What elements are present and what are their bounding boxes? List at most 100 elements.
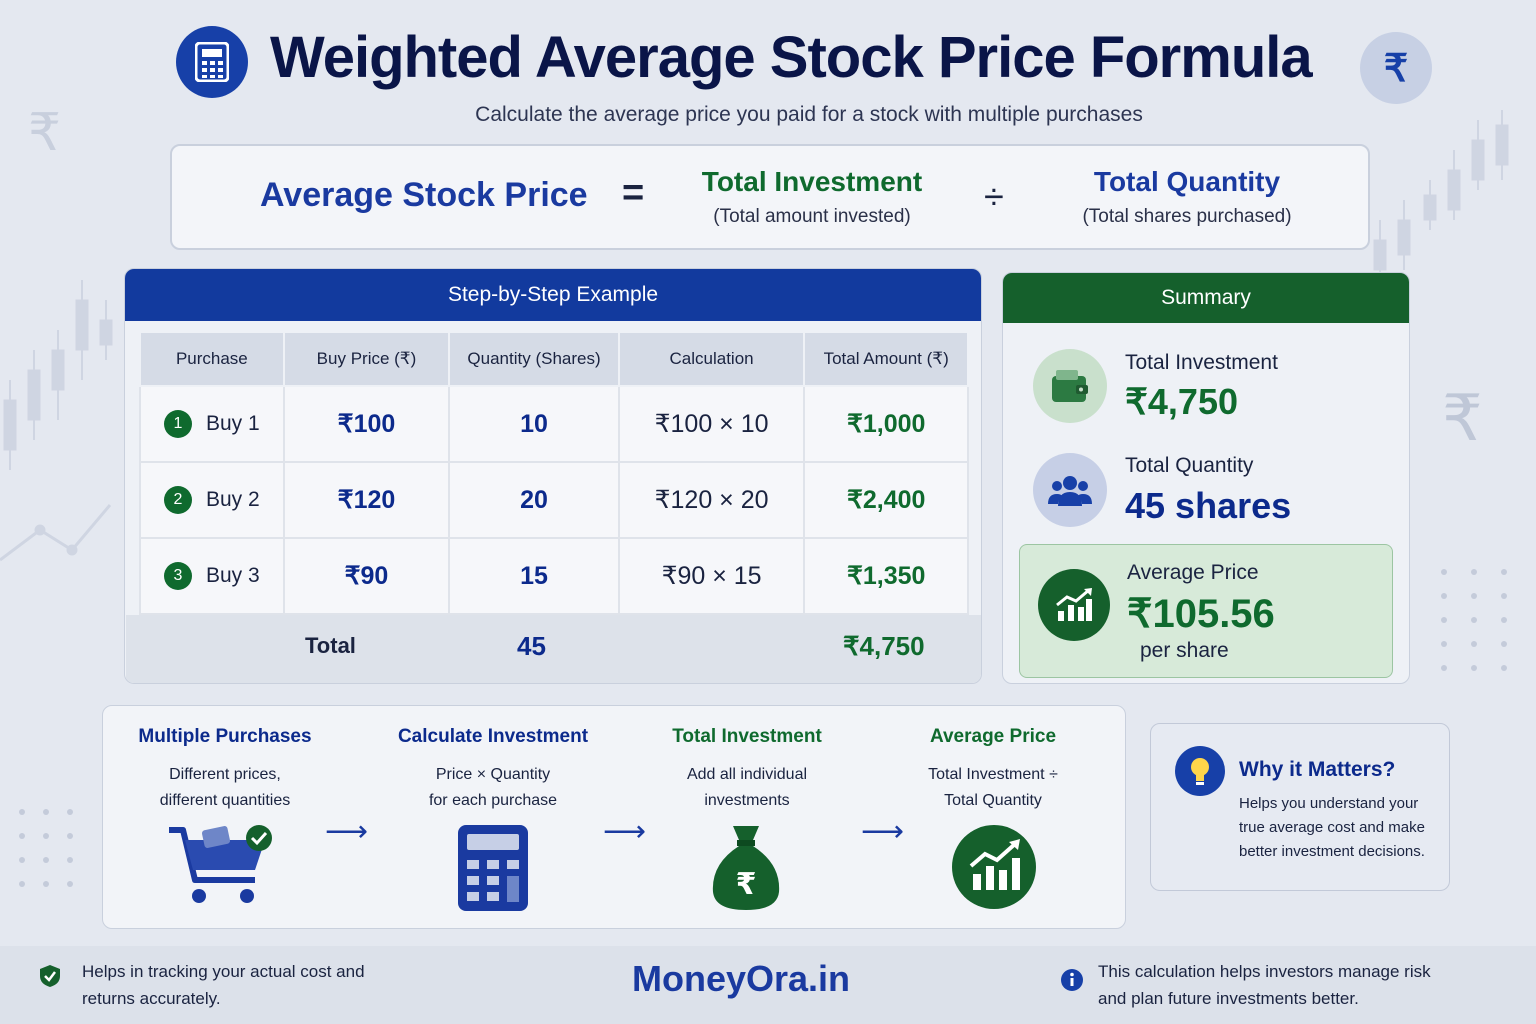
calculation-cell: ₹90 × 15 [617,537,806,615]
table-row: 1 Buy 1 ₹100 10 ₹100 × 10 ₹1,000 [139,385,969,463]
step-title: Calculate Investment [397,726,589,747]
money-bag-icon: ₹ [709,824,783,917]
price-cell: ₹120 [282,461,451,539]
numerator-title: Total Investment [701,166,923,197]
calculation-cell: ₹100 × 10 [617,385,806,463]
step-desc-line: Add all individual [686,766,808,783]
flow-step: Average Price Total Investment ÷ Total Qu… [893,726,1093,814]
growth-chart-icon [1038,569,1110,641]
investment-label: Total Investment [1125,351,1278,374]
step-desc-line: Price × Quantity [435,766,551,783]
purchase-label: Buy 1 [206,412,260,435]
column-header: Quantity (Shares) [448,331,620,387]
calculation-cell: ₹120 × 20 [617,461,806,539]
cart-icon [167,824,277,915]
step-desc-line: investments [704,792,790,809]
page-subtitle: Calculate the average price you paid for… [475,103,1143,126]
summary-card: Summary Total Investment ₹4,750 Total Qu… [1002,272,1410,684]
wallet-icon [1033,349,1107,423]
step-number-badge: 3 [164,562,192,590]
quantity-cell: 10 [448,385,620,463]
footer-left-text: Helps in tracking your actual cost and r… [82,962,365,1008]
denominator-subtitle: (Total shares purchased) [1082,206,1292,227]
quantity-value: 45 shares [1125,485,1292,526]
arrow-icon: ⟶ [603,815,647,848]
purchase-cell: 3 Buy 3 [139,537,285,615]
arrow-icon: ⟶ [325,815,369,848]
step-title: Average Price [929,726,1057,747]
step-number-badge: 2 [164,486,192,514]
step-desc-line: different quantities [159,792,291,809]
formula-denominator: Total Quantity (Total shares purchased) [1052,166,1322,228]
flow-step: Total Investment Add all individual inves… [647,726,847,814]
formula-box: Average Stock Price = Total Investment (… [170,144,1370,250]
footer: Helps in tracking your actual cost and r… [0,946,1536,1024]
quantity-cell: 20 [448,461,620,539]
footer-right-text: This calculation helps investors manage … [1098,962,1431,1008]
page-title: Weighted Average Stock Price Formula [270,25,1313,90]
total-quantity: 45 [517,631,546,661]
step-desc-line: Total Investment ÷ [928,766,1058,783]
step-description: Different prices, different quantities [125,762,325,814]
step-number-badge: 1 [164,410,192,438]
table-row: 2 Buy 2 ₹120 20 ₹120 × 20 ₹2,400 [139,461,969,539]
rupee-icon: ₹ [1360,32,1432,104]
price-cell: ₹100 [282,385,451,463]
why-it-matters-box: Why it Matters? Helps you understand you… [1150,723,1450,891]
users-icon [1033,453,1107,527]
svg-text:₹: ₹ [1442,382,1483,456]
total-label: Total [305,633,356,658]
column-header: Total Amount (₹) [803,331,969,387]
investment-value: ₹4,750 [1125,381,1238,422]
calculator-icon [176,26,248,98]
flow-step: Calculate Investment Price × Quantity for… [393,726,593,814]
example-title: Step-by-Step Example [125,269,981,321]
arrow-icon: ⟶ [861,815,905,848]
numerator-subtitle: (Total amount invested) [713,206,911,227]
purchase-label: Buy 3 [206,564,260,587]
column-header: Buy Price (₹) [282,331,451,387]
info-icon [1061,969,1083,991]
purchase-cell: 1 Buy 1 [139,385,285,463]
growth-chart-icon [951,824,1037,915]
column-header: Purchase [139,331,285,387]
step-title: Multiple Purchases [138,726,312,747]
average-price-value: ₹105.56 [1127,592,1275,636]
denominator-title: Total Quantity [1093,166,1281,197]
purchase-cell: 2 Buy 2 [139,461,285,539]
example-table: Purchase Buy Price (₹) Quantity (Shares)… [139,331,969,615]
average-price-label: Average Price [1127,561,1259,584]
step-description: Add all individual investments [647,762,847,814]
amount-cell: ₹1,350 [803,537,969,615]
total-amount: ₹4,750 [843,631,925,661]
flow-step: Multiple Purchases Different prices, diff… [125,726,325,814]
process-flow: Multiple Purchases Different prices, diff… [102,705,1126,929]
step-desc-line: for each purchase [428,792,558,809]
why-text: Helps you understand your true average c… [1239,795,1425,860]
step-desc-line: Different prices, [169,766,281,783]
example-card: Step-by-Step Example Purchase Buy Price … [124,268,982,684]
amount-cell: ₹2,400 [803,461,969,539]
step-desc-line: Total Quantity [944,792,1042,809]
shield-check-icon [40,965,60,987]
average-price-box: Average Price ₹105.56 per share [1019,544,1393,678]
column-header: Calculation [617,331,806,387]
total-row [126,615,981,683]
formula-lhs: Average Stock Price [260,176,588,214]
brand-name: MoneyOra.in [632,958,851,999]
formula-divide: ÷ [984,176,1004,217]
purchase-label: Buy 2 [206,488,260,511]
amount-cell: ₹1,000 [803,385,969,463]
price-cell: ₹90 [282,537,451,615]
step-title: Total Investment [672,726,822,747]
average-price-unit: per share [1140,639,1229,662]
quantity-cell: 15 [448,537,620,615]
lightbulb-icon [1175,746,1225,796]
table-row: 3 Buy 3 ₹90 15 ₹90 × 15 ₹1,350 [139,537,969,615]
header: Weighted Average Stock Price Formula ₹ [0,18,1536,104]
svg-text:₹: ₹ [736,867,757,902]
why-title: Why it Matters? [1239,758,1396,781]
formula-equals: = [622,172,645,214]
calculator-icon [457,824,529,917]
summary-title: Summary [1003,273,1409,323]
